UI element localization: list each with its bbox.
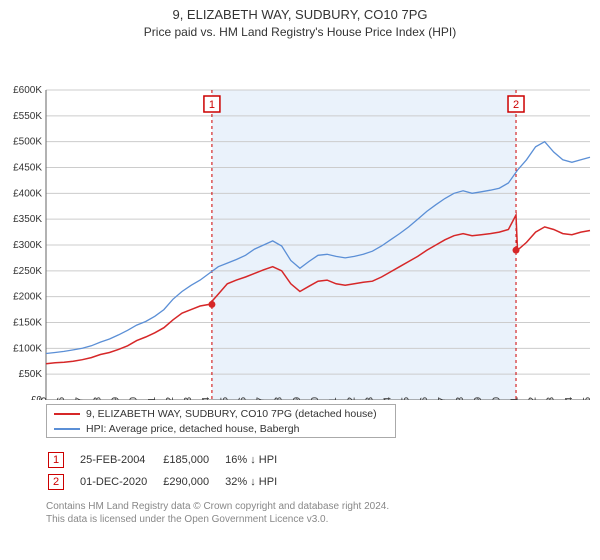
sale-marker-icon: 2 [48, 474, 64, 490]
svg-text:2009: 2009 [292, 396, 303, 400]
svg-text:£100K: £100K [13, 343, 42, 354]
sale-delta: 32% ↓ HPI [225, 472, 291, 492]
svg-text:2019: 2019 [473, 396, 484, 400]
svg-text:£400K: £400K [13, 188, 42, 199]
sale-delta: 16% ↓ HPI [225, 450, 291, 470]
svg-text:£500K: £500K [13, 136, 42, 147]
svg-text:2005: 2005 [219, 396, 230, 400]
legend-svg: 9, ELIZABETH WAY, SUDBURY, CO10 7PG (det… [46, 404, 396, 438]
legend-item-1-label: 9, ELIZABETH WAY, SUDBURY, CO10 7PG (det… [86, 408, 377, 420]
svg-text:1: 1 [209, 99, 215, 111]
svg-text:2004: 2004 [201, 396, 212, 400]
svg-text:2006: 2006 [237, 396, 248, 400]
legend-item-2-label: HPI: Average price, detached house, Babe… [86, 423, 300, 435]
svg-text:£550K: £550K [13, 111, 42, 122]
license-line-2: This data is licensed under the Open Gov… [46, 513, 590, 527]
sale-marker-icon: 1 [48, 452, 64, 468]
legend-block: 9, ELIZABETH WAY, SUDBURY, CO10 7PG (det… [0, 400, 600, 438]
chart-title-sub: Price paid vs. HM Land Registry's House … [0, 24, 600, 40]
svg-text:2020: 2020 [491, 396, 502, 400]
svg-text:1996: 1996 [56, 396, 67, 400]
svg-text:£250K: £250K [13, 266, 42, 277]
svg-text:2000: 2000 [129, 396, 140, 400]
svg-text:2013: 2013 [364, 396, 375, 400]
svg-text:£150K: £150K [13, 317, 42, 328]
svg-text:2011: 2011 [328, 397, 339, 400]
svg-text:1999: 1999 [111, 396, 122, 400]
sale-price: £290,000 [163, 472, 223, 492]
svg-text:1998: 1998 [92, 396, 103, 400]
svg-text:£200K: £200K [13, 291, 42, 302]
svg-text:2022: 2022 [528, 396, 539, 400]
sale-date: 01-DEC-2020 [80, 472, 161, 492]
svg-text:1995: 1995 [38, 396, 49, 400]
svg-text:£600K: £600K [13, 85, 42, 96]
svg-text:2023: 2023 [546, 396, 557, 400]
svg-text:2017: 2017 [437, 396, 448, 400]
svg-text:2024: 2024 [564, 396, 575, 400]
sales-row: 1 25-FEB-2004£185,00016% ↓ HPI [48, 450, 291, 470]
sales-row: 2 01-DEC-2020£290,00032% ↓ HPI [48, 472, 291, 492]
svg-text:£300K: £300K [13, 240, 42, 251]
svg-text:2018: 2018 [455, 396, 466, 400]
svg-text:2: 2 [513, 99, 519, 111]
svg-text:1997: 1997 [74, 396, 85, 400]
chart-header: 9, ELIZABETH WAY, SUDBURY, CO10 7PG Pric… [0, 0, 600, 40]
svg-text:2016: 2016 [419, 396, 430, 400]
sale-price: £185,000 [163, 450, 223, 470]
svg-text:2014: 2014 [383, 396, 394, 400]
svg-text:2002: 2002 [165, 396, 176, 400]
svg-text:2015: 2015 [401, 396, 412, 400]
svg-text:£50K: £50K [19, 369, 43, 380]
chart-title-main: 9, ELIZABETH WAY, SUDBURY, CO10 7PG [0, 6, 600, 24]
svg-text:2007: 2007 [256, 396, 267, 400]
svg-text:2025: 2025 [582, 396, 593, 400]
svg-text:£350K: £350K [13, 214, 42, 225]
license-line-1: Contains HM Land Registry data © Crown c… [46, 500, 590, 514]
license-text: Contains HM Land Registry data © Crown c… [0, 494, 600, 527]
sale-date: 25-FEB-2004 [80, 450, 161, 470]
price-hpi-chart: £0£50K£100K£150K£200K£250K£300K£350K£400… [0, 40, 600, 400]
svg-text:2008: 2008 [274, 396, 285, 400]
sales-table: 1 25-FEB-2004£185,00016% ↓ HPI 2 01-DEC-202… [0, 438, 600, 494]
svg-text:2010: 2010 [310, 396, 321, 400]
svg-text:£450K: £450K [13, 162, 42, 173]
svg-text:2021: 2021 [509, 396, 520, 400]
svg-text:2003: 2003 [183, 396, 194, 400]
svg-text:2001: 2001 [147, 396, 158, 400]
svg-text:2012: 2012 [346, 396, 357, 400]
